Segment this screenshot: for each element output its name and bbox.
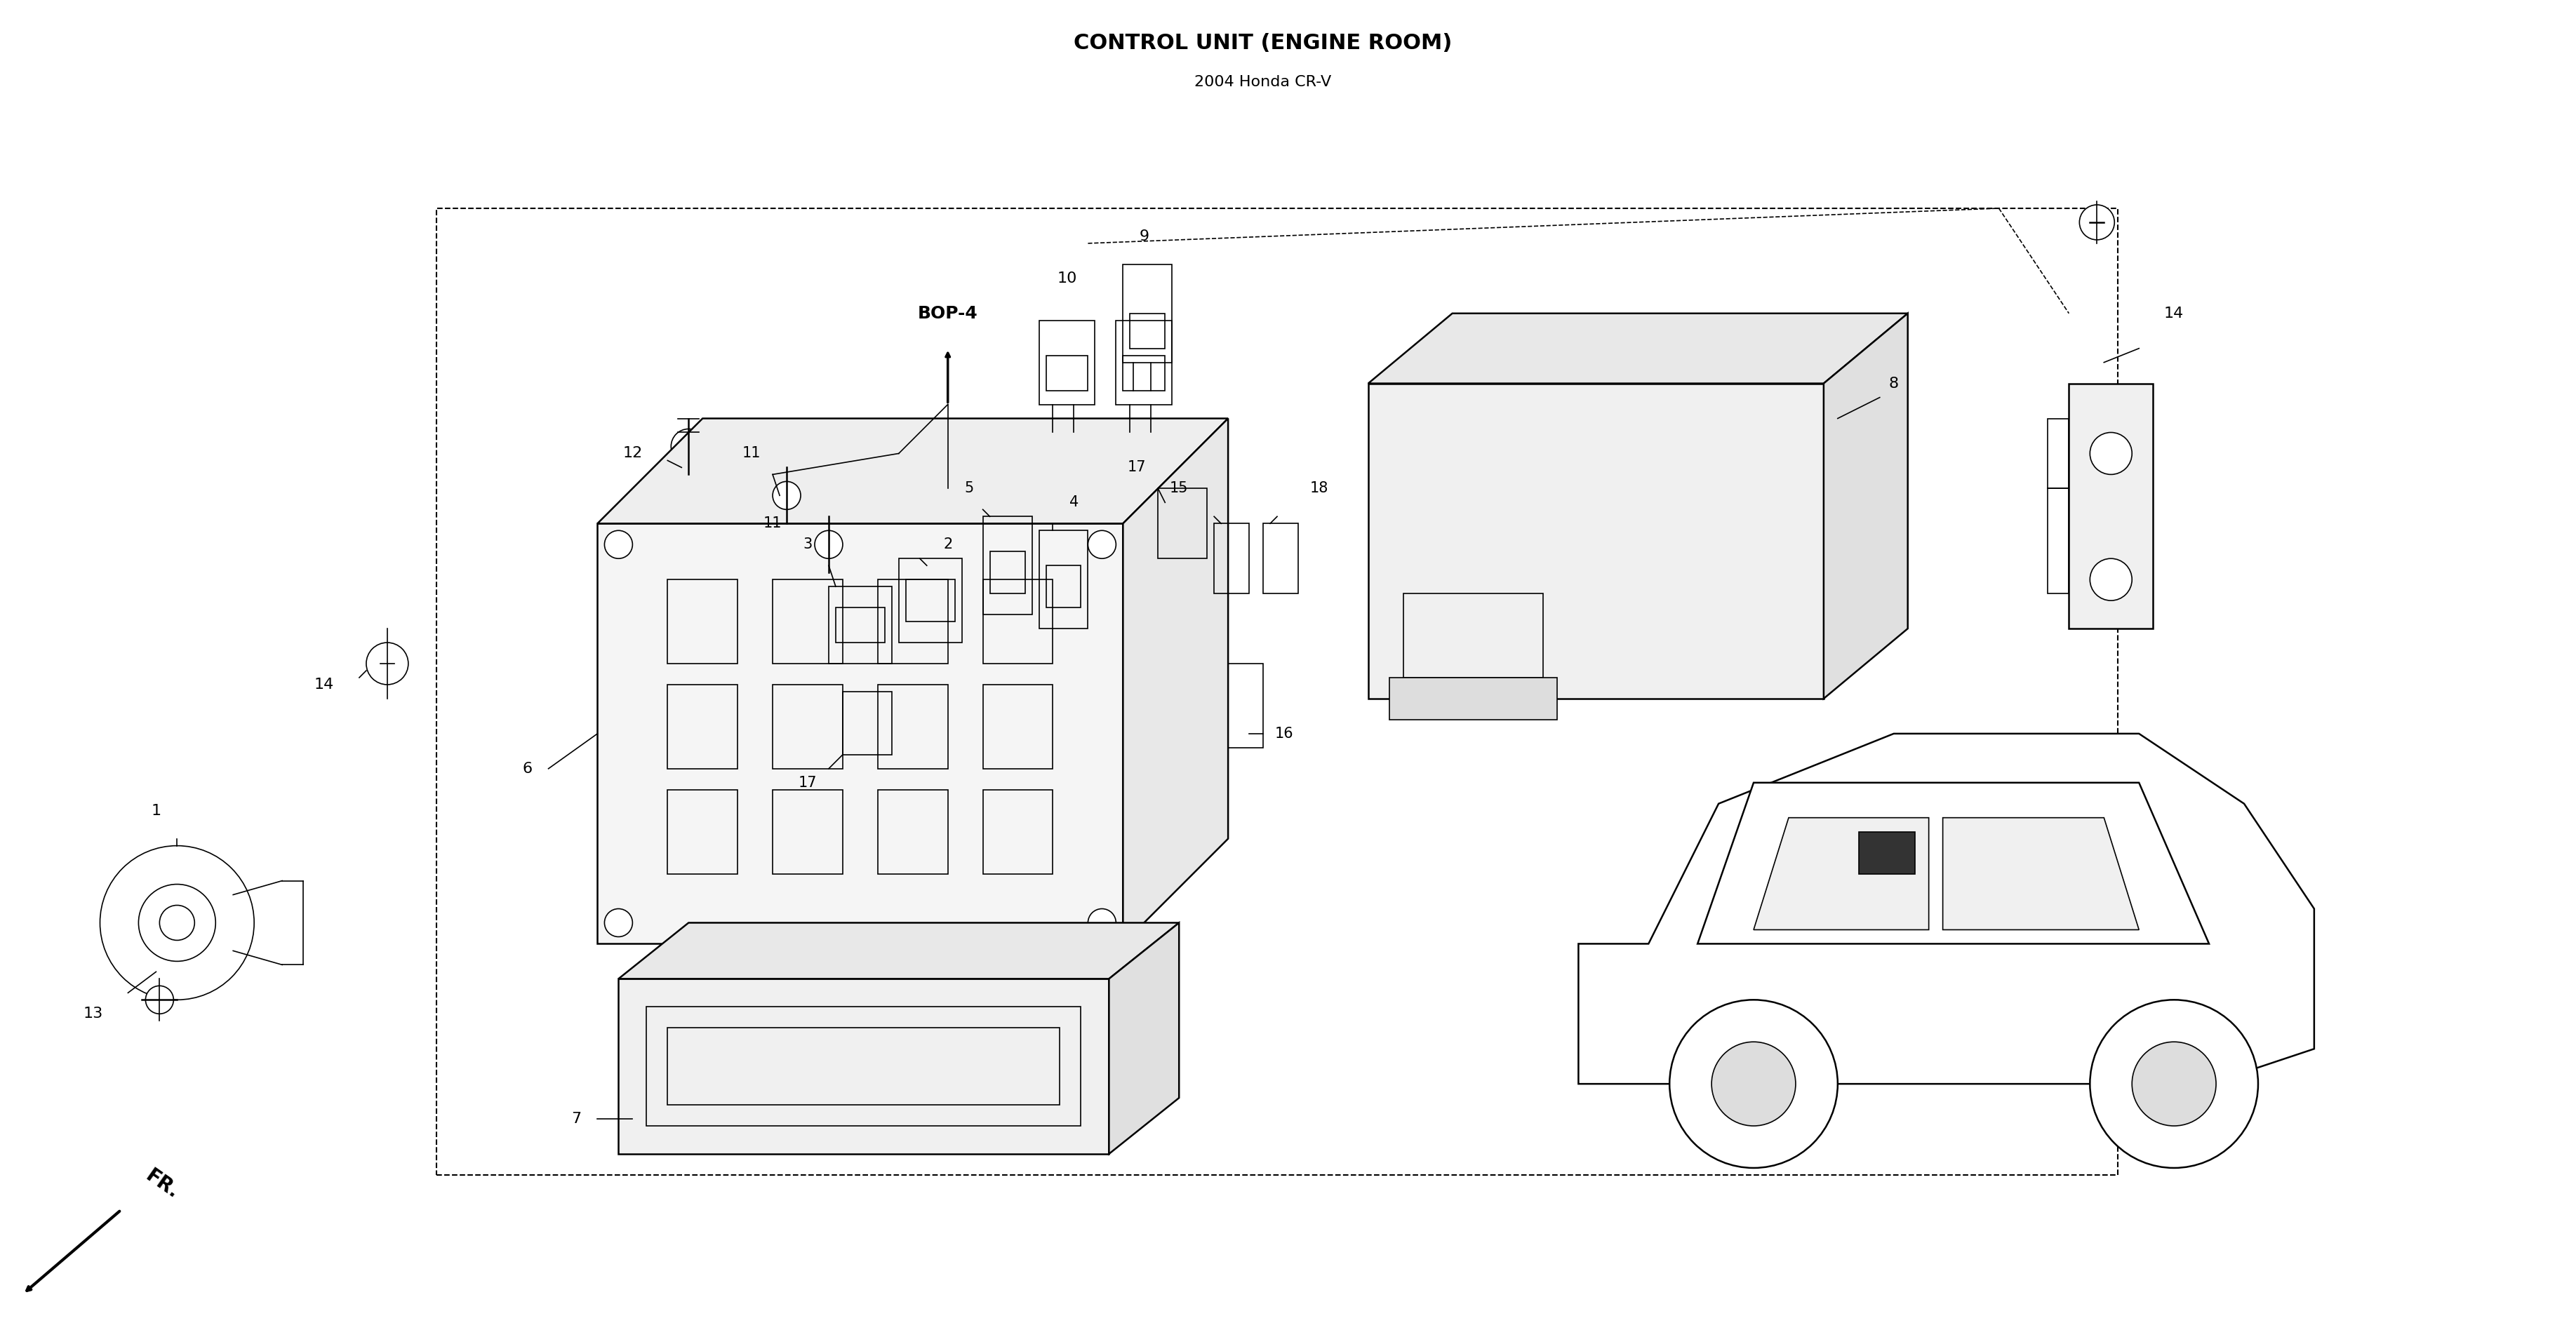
Bar <box>907 580 956 621</box>
Bar <box>773 790 842 874</box>
Bar <box>773 685 842 769</box>
Bar <box>667 580 737 664</box>
Bar <box>435 209 2117 1174</box>
Polygon shape <box>1824 314 1909 698</box>
Bar <box>878 790 948 874</box>
Text: 18: 18 <box>1311 481 1329 496</box>
Bar <box>598 524 1123 944</box>
Bar <box>1368 383 1824 698</box>
Bar <box>1046 355 1087 391</box>
Text: 3: 3 <box>804 537 811 552</box>
Polygon shape <box>598 419 1229 524</box>
Circle shape <box>2079 205 2115 239</box>
Text: 11: 11 <box>742 447 760 460</box>
Bar <box>1131 314 1164 348</box>
Bar <box>1038 321 1095 404</box>
Circle shape <box>2089 559 2133 601</box>
Circle shape <box>2089 1000 2259 1168</box>
Text: 1: 1 <box>152 803 160 818</box>
Bar <box>1038 531 1087 629</box>
Text: 6: 6 <box>523 762 533 775</box>
Text: FR.: FR. <box>142 1166 183 1202</box>
Bar <box>842 692 891 754</box>
Circle shape <box>2089 432 2133 475</box>
Polygon shape <box>1123 419 1229 944</box>
Circle shape <box>1087 908 1115 936</box>
Bar <box>773 580 842 664</box>
Bar <box>1388 677 1558 720</box>
Bar <box>878 580 948 664</box>
Circle shape <box>773 481 801 509</box>
Text: CONTROL UNIT (ENGINE ROOM): CONTROL UNIT (ENGINE ROOM) <box>1074 33 1453 53</box>
Bar <box>667 790 737 874</box>
Bar <box>984 516 1033 614</box>
Text: 9: 9 <box>1139 229 1149 243</box>
Bar <box>1860 831 1914 874</box>
Circle shape <box>814 531 842 559</box>
Bar <box>667 1028 1059 1105</box>
Bar <box>1115 321 1172 404</box>
Bar <box>1046 565 1082 608</box>
Circle shape <box>670 430 706 464</box>
Bar <box>984 580 1054 664</box>
Text: 5: 5 <box>963 481 974 496</box>
Bar <box>667 685 737 769</box>
Circle shape <box>366 642 407 685</box>
Bar <box>618 979 1110 1154</box>
Bar <box>2048 488 2069 593</box>
Bar <box>2048 419 2069 488</box>
Circle shape <box>2133 1041 2215 1127</box>
Polygon shape <box>1942 818 2138 930</box>
Circle shape <box>605 531 634 559</box>
Text: 17: 17 <box>799 775 817 790</box>
Text: 14: 14 <box>314 677 335 692</box>
Text: 16: 16 <box>1275 726 1293 741</box>
Text: 12: 12 <box>623 447 641 460</box>
Circle shape <box>139 884 216 962</box>
Text: 2004 Honda CR-V: 2004 Honda CR-V <box>1195 76 1332 89</box>
Text: BOP-4: BOP-4 <box>917 305 979 322</box>
Text: 4: 4 <box>1069 496 1079 509</box>
Bar <box>1123 355 1164 391</box>
Text: 14: 14 <box>2164 306 2184 321</box>
Text: 15: 15 <box>1170 481 1188 496</box>
Bar <box>835 608 884 642</box>
Polygon shape <box>618 923 1180 979</box>
Polygon shape <box>1754 818 1929 930</box>
Bar <box>984 790 1054 874</box>
Circle shape <box>144 986 173 1013</box>
Bar <box>829 587 891 664</box>
Bar <box>1262 524 1298 593</box>
Bar <box>1229 664 1262 747</box>
Text: 8: 8 <box>1888 376 1899 391</box>
Polygon shape <box>1368 314 1909 383</box>
Bar <box>989 552 1025 593</box>
Bar <box>647 1007 1082 1127</box>
Text: 10: 10 <box>1056 271 1077 286</box>
Bar <box>984 685 1054 769</box>
Bar <box>1159 488 1208 559</box>
Bar <box>899 559 961 642</box>
Text: 13: 13 <box>82 1007 103 1021</box>
Bar <box>878 685 948 769</box>
Text: 2: 2 <box>943 537 953 552</box>
Text: 11: 11 <box>762 516 783 531</box>
Polygon shape <box>1579 734 2313 1084</box>
Circle shape <box>1710 1041 1795 1127</box>
Circle shape <box>100 846 255 1000</box>
Circle shape <box>160 906 196 940</box>
Polygon shape <box>1698 782 2210 944</box>
Bar <box>2069 383 2154 629</box>
Polygon shape <box>1110 923 1180 1154</box>
Circle shape <box>605 908 634 936</box>
Circle shape <box>1669 1000 1837 1168</box>
Text: 7: 7 <box>572 1112 582 1127</box>
Circle shape <box>1087 531 1115 559</box>
Bar <box>1123 265 1172 362</box>
Bar <box>1404 593 1543 677</box>
Bar <box>1213 524 1249 593</box>
Text: 17: 17 <box>1128 460 1146 475</box>
